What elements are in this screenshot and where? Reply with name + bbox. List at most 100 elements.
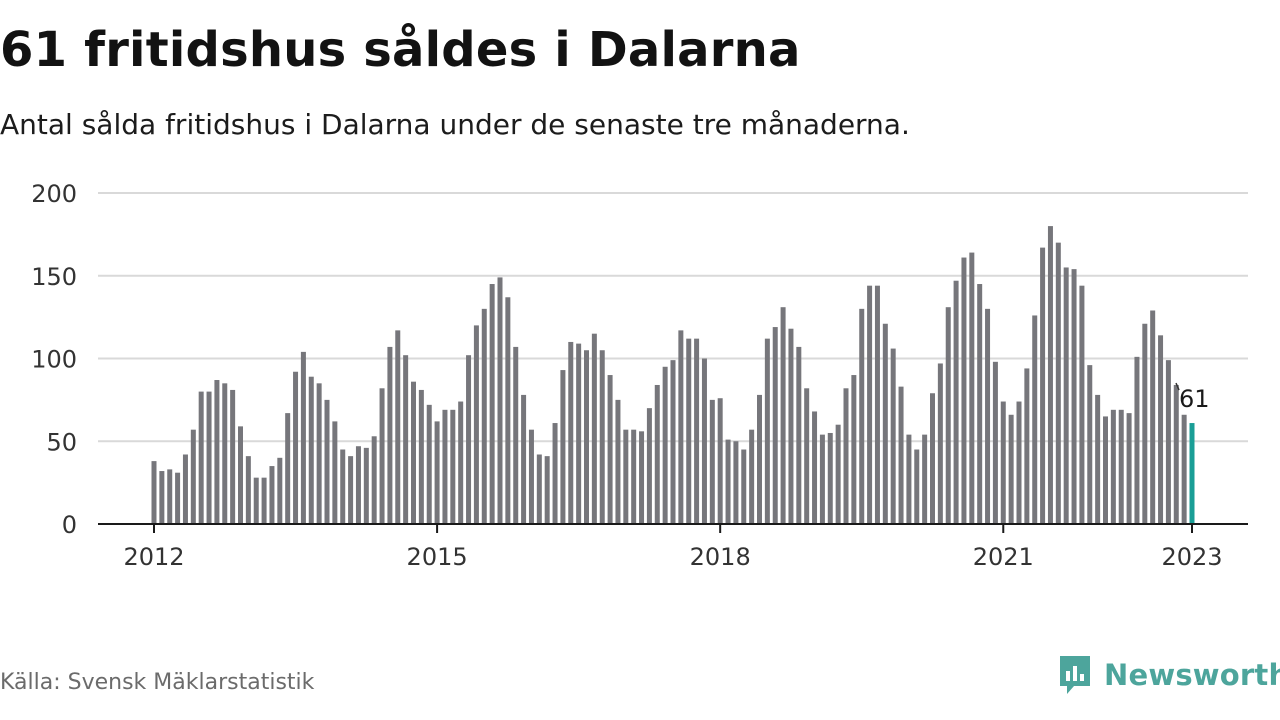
bar [1047,226,1053,524]
bar [646,408,652,524]
bar [725,439,731,524]
bar [749,429,755,524]
bar [379,388,385,524]
bar [293,371,299,524]
bar [411,381,416,524]
bar [1181,414,1187,524]
bar [1040,247,1046,524]
bars [151,226,1195,525]
bar [961,257,967,524]
bar [340,449,346,524]
bar [701,358,707,524]
bar [615,399,621,525]
bar [859,308,865,524]
bar [1071,269,1077,524]
bar [528,429,534,524]
y-tick-label: 100 [31,346,77,374]
bar [521,394,527,524]
bar [851,375,857,524]
bar [214,380,220,524]
bar [395,330,401,524]
bar [985,308,991,524]
x-tick-label: 2015 [407,543,468,571]
callout-tick [1175,382,1180,391]
bar [584,350,589,524]
bar [403,355,409,524]
brand-logo[interactable]: Newsworthy [1058,654,1280,696]
bar [1079,285,1085,524]
bar [1150,310,1156,524]
newsworthy-logo-icon [1060,656,1090,694]
bar [882,323,888,524]
bar [686,338,692,524]
bar [363,447,369,524]
bar [1008,414,1014,524]
bar [505,297,511,524]
bar [1110,409,1116,524]
bar [709,399,715,525]
bar [1032,315,1038,524]
bar [1000,401,1006,524]
bar [434,421,440,524]
x-tick-label: 2021 [973,543,1034,571]
bar [245,456,251,524]
bar [1173,384,1179,524]
bar [544,456,550,524]
source-note: Källa: Svensk Mäklarstatistik [0,670,315,695]
bar [1055,242,1061,524]
x-tick-label: 2023 [1161,543,1222,571]
bar-chart: 0 50 100 150 200 2012 2015 2018 2021 2023 61 [31,180,1248,571]
annotations: 61 [1175,382,1210,413]
bar [308,376,314,524]
bar [812,411,818,524]
bar [387,346,393,524]
bar [167,469,173,524]
bar [1165,360,1171,524]
bar [489,284,495,524]
bar [458,401,464,524]
bar [835,424,841,524]
bar [591,333,597,524]
bar [1142,323,1148,524]
bar [694,338,700,524]
bar [867,285,873,524]
bar [481,308,487,524]
bar [717,398,723,524]
bar [222,383,228,524]
bar [1103,416,1108,524]
bar [269,466,275,524]
bar [764,338,770,524]
bar [316,383,322,524]
bar [992,361,998,524]
bar [190,429,196,524]
bar-highlight [1189,423,1195,524]
y-tick-label: 0 [62,511,77,539]
bar [560,370,566,524]
bar [253,477,259,524]
bar [552,423,558,524]
bar [261,477,267,524]
bar [670,360,676,524]
bar [182,454,188,524]
bar [277,457,283,524]
bar [639,431,645,524]
bar [497,277,503,524]
bar [1095,394,1101,524]
bar [324,399,330,525]
bar [206,391,212,524]
bar [151,461,157,524]
bar [945,307,951,524]
chart-title: 61 fritidshus såldes i Dalarna [0,22,801,78]
bar [780,307,786,524]
bar [513,346,519,524]
bar [355,446,361,524]
bar [348,456,354,524]
bar [238,426,243,524]
bar [442,409,448,524]
bar [898,386,904,524]
bar [757,394,762,524]
bar [953,280,959,524]
bar [741,449,747,524]
bar [796,346,802,524]
bar [1126,413,1132,524]
